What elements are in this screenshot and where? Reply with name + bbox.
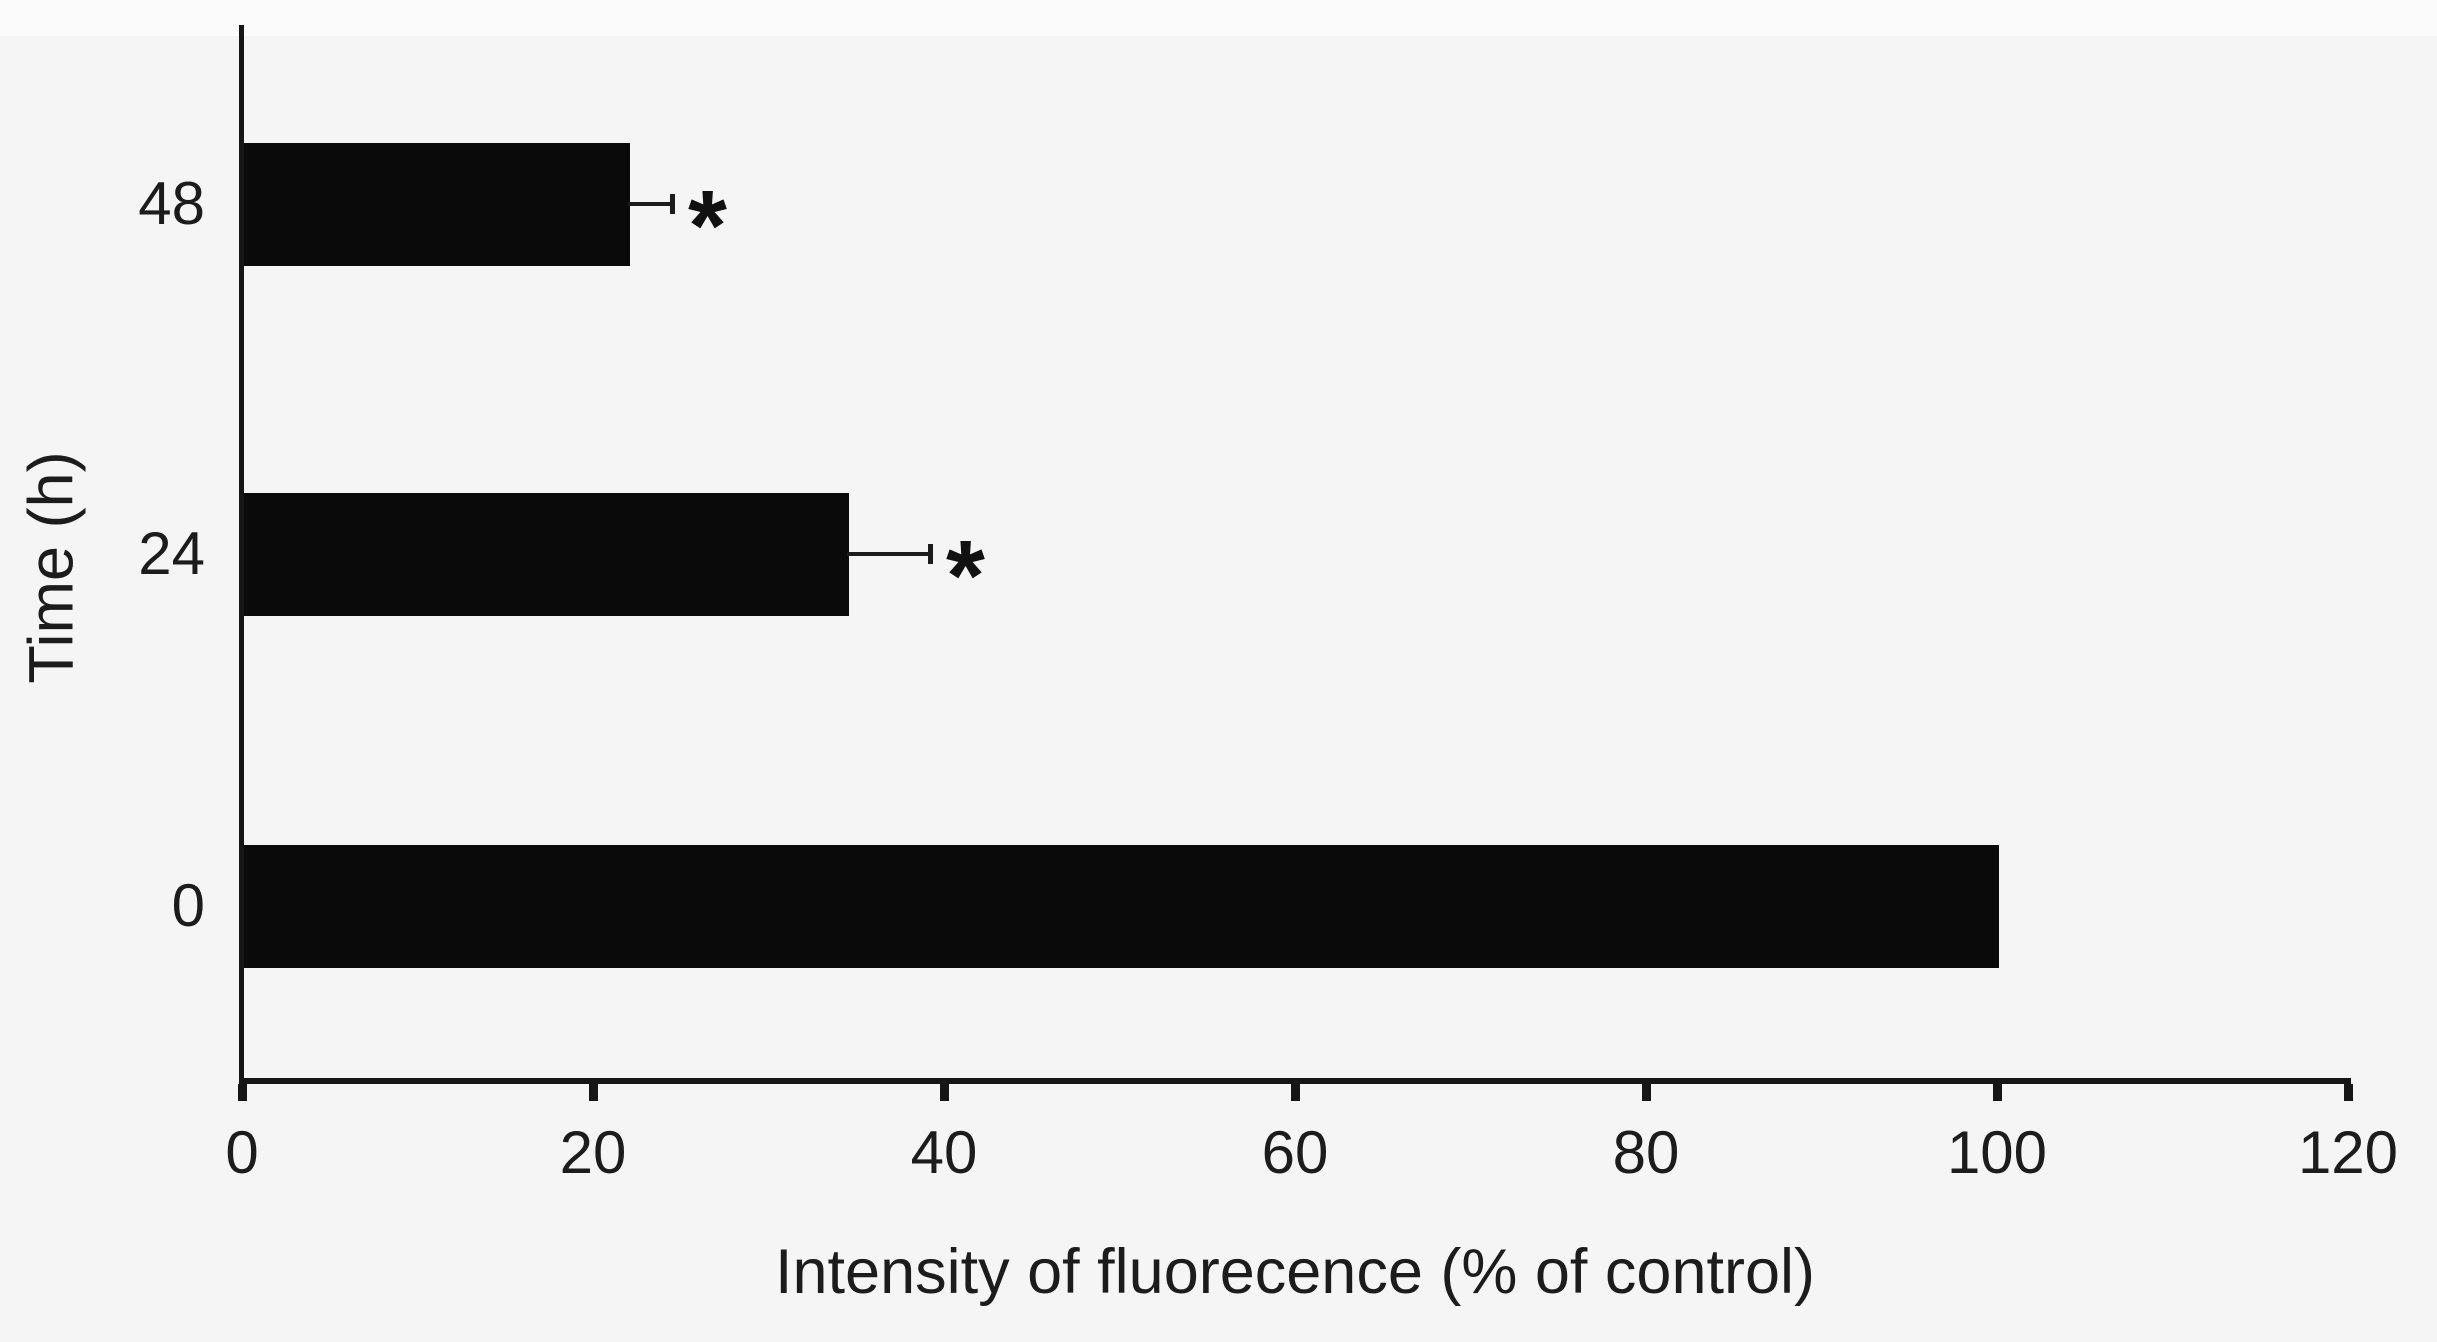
x-tick-label-120: 120 <box>2297 1119 2399 1186</box>
y-category-label-0h: 0 <box>171 872 205 939</box>
x-tick-0 <box>238 1084 247 1101</box>
figure-top-margin <box>0 0 2437 36</box>
error-bar-24h <box>847 552 929 556</box>
x-axis-title: Intensity of fluorecence (% of control) <box>775 1237 1815 1307</box>
x-tick-120 <box>2344 1084 2353 1101</box>
x-tick-label-100: 100 <box>1946 1119 2048 1186</box>
x-tick-label-40: 40 <box>910 1119 978 1186</box>
x-tick-80 <box>1642 1084 1651 1101</box>
x-tick-40 <box>940 1084 949 1101</box>
x-tick-label-60: 60 <box>1261 1119 1329 1186</box>
y-axis-title: Time (h) <box>16 451 87 684</box>
x-tick-label-80: 80 <box>1612 1119 1680 1186</box>
bar-48h <box>244 142 630 266</box>
x-tick-label-20: 20 <box>559 1119 627 1186</box>
error-bar-cap-24h <box>928 544 933 564</box>
bar-24h <box>244 492 849 616</box>
x-tick-20 <box>589 1084 598 1101</box>
error-bar-48h <box>628 202 672 206</box>
bar-0h <box>244 844 1999 968</box>
x-tick-60 <box>1291 1084 1300 1101</box>
significance-asterisk-24h: * <box>946 520 985 632</box>
y-category-label-24h: 24 <box>138 520 205 587</box>
significance-asterisk-48h: * <box>688 170 727 282</box>
x-tick-label-0: 0 <box>225 1119 259 1186</box>
x-tick-100 <box>1993 1084 2002 1101</box>
error-bar-cap-48h <box>670 194 675 214</box>
y-axis-line <box>239 25 244 1084</box>
y-category-label-48h: 48 <box>138 170 205 237</box>
x-axis-line <box>239 1078 2351 1084</box>
